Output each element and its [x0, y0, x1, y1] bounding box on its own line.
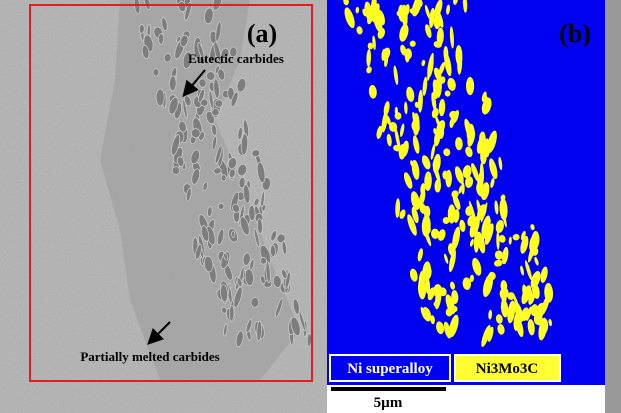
sem-edge — [605, 0, 621, 413]
blob — [215, 100, 223, 108]
blob — [158, 33, 164, 44]
blob — [172, 166, 180, 174]
scale-label: 5µm — [374, 395, 403, 411]
blob — [211, 108, 219, 116]
blob — [139, 24, 145, 33]
blob — [445, 170, 452, 188]
blob — [229, 305, 234, 321]
page: (a) Eutectic carbides Partially melted c… — [0, 0, 621, 413]
blob — [249, 205, 256, 221]
legend-label: Ni3Mo3C — [476, 361, 539, 377]
blob — [270, 245, 276, 257]
blob — [169, 76, 176, 91]
annotation: Partially melted carbides — [80, 349, 219, 364]
blob — [156, 89, 164, 106]
panel-label: (b) — [559, 19, 591, 48]
blob — [221, 175, 226, 182]
blob — [251, 297, 260, 307]
blob — [484, 138, 490, 157]
figure: (a) Eutectic carbides Partially melted c… — [0, 0, 621, 413]
panel-label: (a) — [247, 19, 277, 48]
blob — [525, 288, 532, 296]
blob — [153, 69, 159, 76]
blob — [257, 218, 263, 233]
blob — [466, 77, 474, 95]
legend-label: Ni superalloy — [347, 361, 433, 377]
blob — [231, 231, 235, 238]
annotation: Eutectic carbides — [188, 51, 284, 66]
